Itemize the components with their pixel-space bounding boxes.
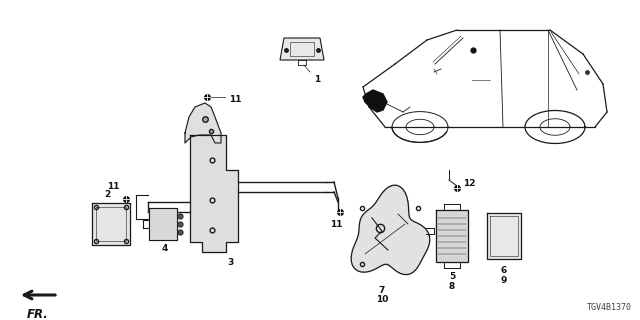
Text: 1: 1 [314, 75, 320, 84]
Text: 5: 5 [449, 272, 455, 281]
Text: 9: 9 [501, 276, 507, 285]
Polygon shape [351, 185, 430, 275]
Text: 10: 10 [376, 295, 388, 304]
Text: TGV4B1370: TGV4B1370 [587, 303, 632, 312]
Text: 7: 7 [379, 286, 385, 295]
Polygon shape [487, 213, 521, 259]
Text: 11: 11 [229, 95, 241, 105]
Polygon shape [190, 135, 238, 252]
Text: 11: 11 [330, 220, 342, 229]
Text: 8: 8 [449, 282, 455, 291]
Polygon shape [436, 210, 468, 262]
Polygon shape [363, 90, 387, 112]
Polygon shape [185, 103, 221, 143]
Polygon shape [149, 208, 177, 240]
Polygon shape [92, 203, 130, 245]
Polygon shape [280, 38, 324, 60]
Bar [290, 42, 314, 56]
Text: 11: 11 [108, 182, 120, 191]
Text: 4: 4 [162, 244, 168, 253]
Text: 3: 3 [227, 258, 233, 267]
Text: 6: 6 [501, 266, 507, 275]
Text: FR.: FR. [27, 308, 49, 320]
Text: 12: 12 [463, 180, 476, 188]
Text: 2: 2 [104, 190, 110, 199]
